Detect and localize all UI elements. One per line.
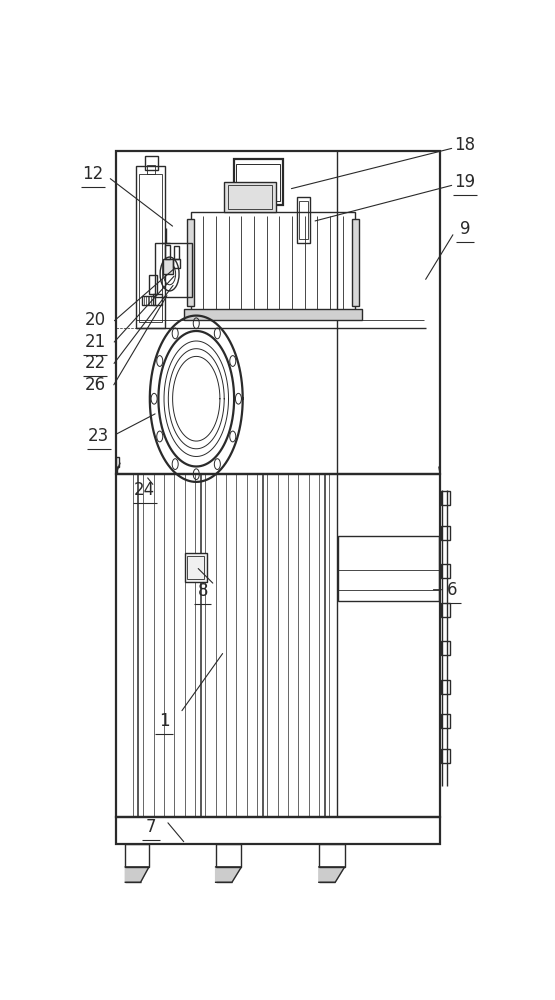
Bar	[441, 491, 450, 505]
Bar	[234, 159, 283, 205]
Bar	[116, 474, 440, 817]
Bar	[441, 564, 450, 578]
Bar	[145, 156, 158, 170]
Text: 1: 1	[159, 712, 169, 730]
Bar	[116, 151, 440, 474]
Bar	[236, 164, 280, 201]
Bar	[300, 201, 308, 239]
Text: 9: 9	[460, 220, 470, 238]
Bar	[187, 556, 204, 579]
Bar	[136, 166, 165, 328]
Bar	[153, 294, 162, 305]
Bar	[441, 714, 450, 728]
Text: 8: 8	[198, 582, 208, 600]
Text: 26: 26	[84, 376, 106, 394]
Bar	[116, 817, 440, 844]
Bar	[184, 309, 362, 320]
Bar	[224, 182, 276, 212]
Bar	[352, 219, 359, 306]
Bar	[147, 165, 155, 174]
Polygon shape	[215, 867, 241, 882]
Bar	[191, 212, 355, 312]
Bar	[441, 680, 450, 694]
Bar	[319, 844, 345, 867]
Bar	[165, 245, 170, 259]
Polygon shape	[319, 867, 345, 882]
Bar	[441, 749, 450, 763]
Text: 12: 12	[82, 165, 104, 183]
Text: 18: 18	[455, 136, 476, 154]
Bar	[155, 243, 192, 297]
Bar	[187, 219, 194, 306]
Text: 22: 22	[84, 354, 106, 372]
Text: 20: 20	[84, 311, 106, 329]
Bar	[185, 553, 207, 582]
Bar	[139, 174, 162, 322]
Bar	[149, 275, 157, 294]
Text: 24: 24	[134, 481, 155, 499]
Text: 7: 7	[146, 818, 157, 836]
Bar	[163, 259, 173, 274]
Bar	[441, 526, 450, 540]
Bar	[441, 641, 450, 655]
Polygon shape	[125, 867, 149, 882]
Bar	[441, 603, 450, 617]
Bar	[174, 246, 179, 259]
Text: 19: 19	[455, 173, 476, 191]
Bar	[228, 185, 273, 209]
Bar	[297, 197, 310, 243]
Text: 23: 23	[88, 427, 109, 445]
Text: 21: 21	[84, 333, 106, 351]
Bar	[116, 457, 119, 466]
Bar	[338, 536, 439, 601]
Text: 6: 6	[447, 581, 457, 599]
Bar	[125, 844, 149, 867]
Bar	[338, 570, 439, 590]
Bar	[215, 844, 241, 867]
Bar	[173, 259, 180, 268]
Bar	[142, 296, 154, 305]
